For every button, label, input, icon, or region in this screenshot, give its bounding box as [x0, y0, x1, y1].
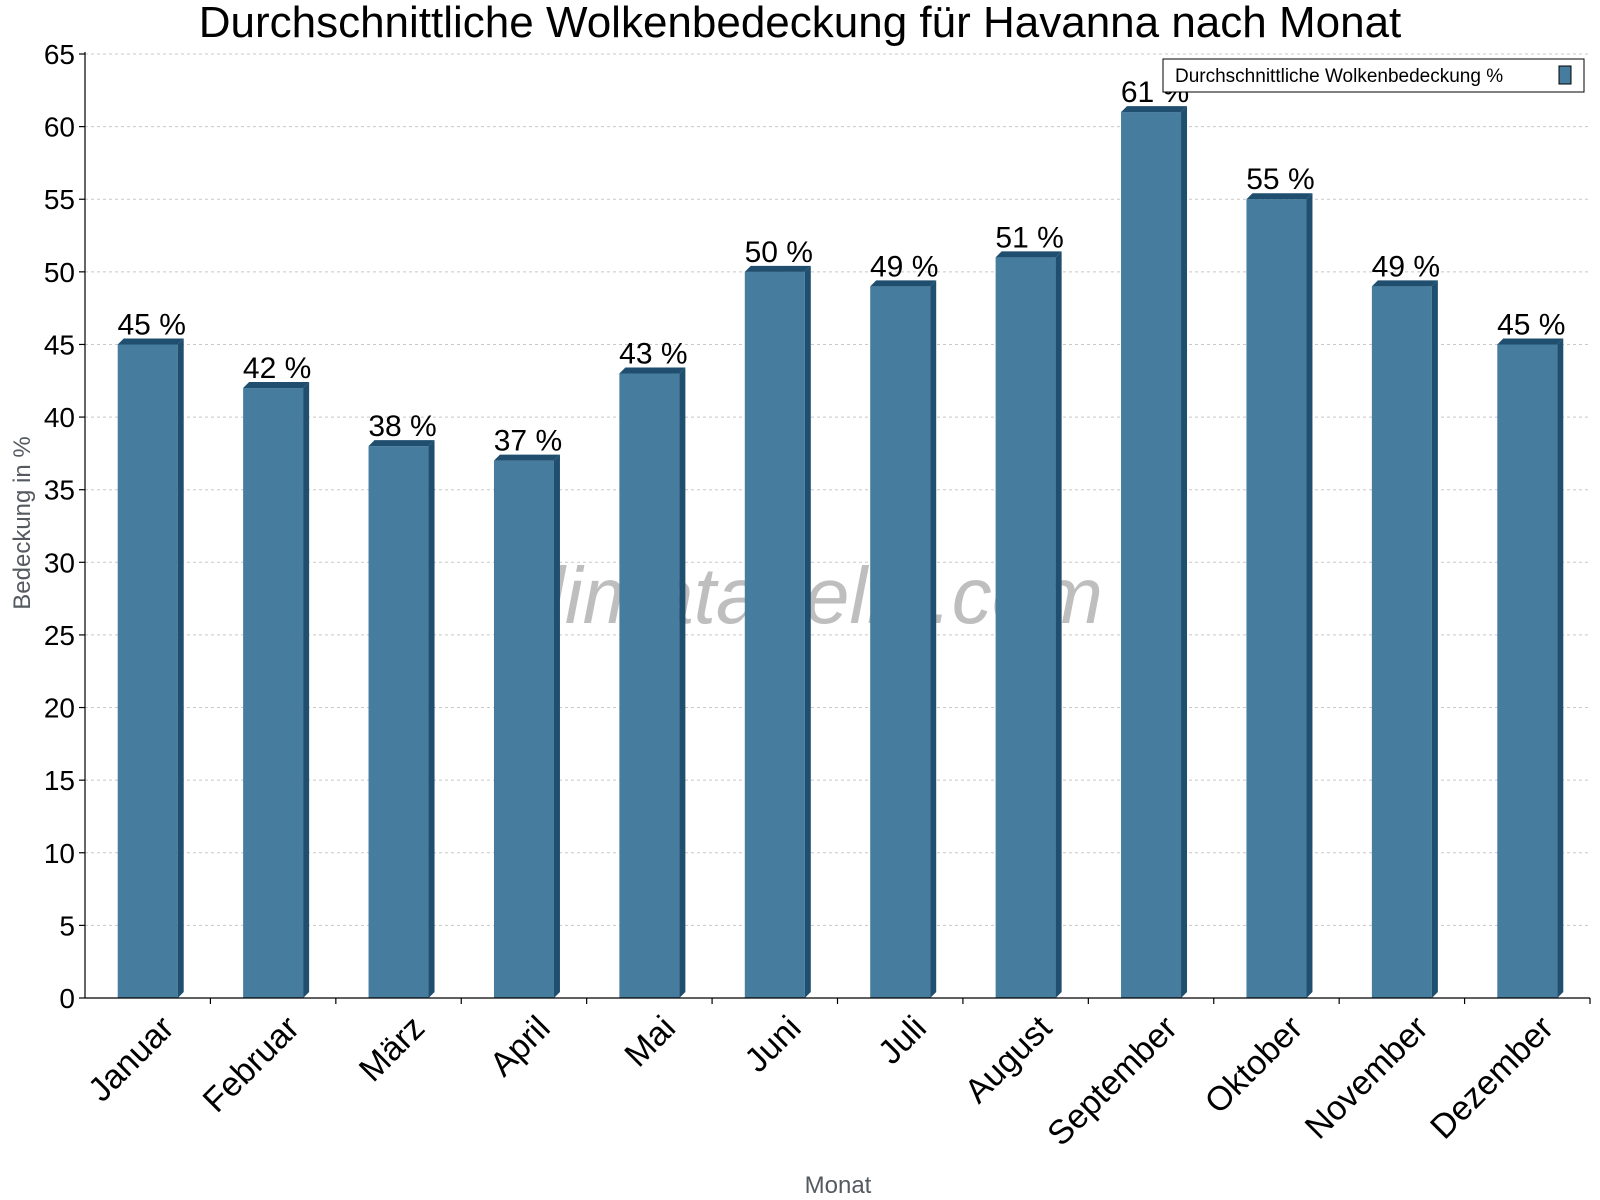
y-tick-labels: 0 5 10 15 20 25 30 35 40 45 50 55 60 65 [44, 39, 75, 1014]
y-tick-label: 45 [44, 329, 75, 360]
bar-side-november [1431, 280, 1438, 998]
data-label-februar: 42 % [243, 352, 311, 385]
bar-side-märz [428, 440, 435, 999]
y-tick-label: 20 [44, 693, 75, 724]
y-tick-label: 50 [44, 257, 75, 288]
data-label-mai: 43 % [619, 338, 687, 371]
bar-top-oktober [1246, 193, 1313, 200]
x-tick-label-januar: Januar [81, 1009, 181, 1109]
bar-september [1121, 112, 1182, 999]
bar-side-august [1055, 251, 1062, 999]
y-tick-label: 15 [44, 765, 75, 796]
x-tick-label-august: August [958, 1008, 1060, 1110]
y-tick-label: 65 [44, 39, 75, 70]
y-tick-label: 10 [44, 838, 75, 869]
data-labels: 45 %42 %38 % 37 %43 %50 % 49 %51 %61 %55 %… [118, 76, 1566, 458]
x-tick-label-september: September [1040, 1009, 1184, 1153]
y-axis-label: Bedeckung in % [9, 436, 36, 609]
x-tick-label-juni: Juni [737, 1009, 808, 1080]
data-label-märz: 38 % [368, 410, 436, 443]
bar-april [493, 460, 554, 999]
legend-entry-label: Durchschnittliche Wolkenbedeckung % [1175, 66, 1503, 87]
gridlines [85, 53, 1590, 926]
bar-dezember [1497, 344, 1558, 998]
y-tick-label: 40 [44, 402, 75, 433]
x-tick-label-oktober: Oktober [1198, 1009, 1310, 1121]
bar-märz [368, 446, 429, 999]
bar-juni [744, 271, 805, 998]
chart-title: Durchschnittliche Wolkenbedeckung für Ha… [199, 0, 1402, 47]
bar-side-juli [930, 280, 937, 998]
x-axis-label: Monat [805, 1172, 872, 1199]
bar-side-dezember [1557, 338, 1564, 998]
bar-top-januar [117, 338, 184, 345]
data-label-april: 37 % [494, 425, 562, 458]
x-tick-label-november: November [1298, 1009, 1436, 1147]
bar-side-september [1181, 106, 1188, 999]
bar-januar [117, 344, 178, 998]
bar-side-juni [804, 265, 811, 998]
data-label-november: 49 % [1372, 250, 1440, 283]
bar-top-juli [870, 280, 937, 287]
y-tick-label: 60 [44, 112, 75, 143]
bar-side-april [553, 454, 560, 999]
x-tick-label-februar: Februar [196, 1009, 307, 1120]
bar-top-juni [744, 265, 811, 272]
bar-top-märz [368, 440, 435, 447]
data-label-januar: 45 % [118, 308, 186, 341]
bar-top-april [493, 454, 560, 461]
x-tick-label-mai: Mai [617, 1009, 683, 1075]
x-tick-label-dezember: Dezember [1423, 1009, 1561, 1147]
bar-side-januar [177, 338, 184, 998]
y-tick-label: 30 [44, 547, 75, 578]
data-label-oktober: 55 % [1246, 163, 1314, 196]
bar-top-mai [619, 367, 686, 374]
data-label-juli: 49 % [870, 250, 938, 283]
bar-mai [619, 373, 680, 998]
y-tick-label: 35 [44, 475, 75, 506]
bar-oktober [1246, 199, 1307, 998]
data-label-august: 51 % [995, 221, 1063, 254]
x-tick-label-juli: Juli [871, 1009, 934, 1072]
data-label-juni: 50 % [745, 236, 813, 269]
bar-top-dezember [1497, 338, 1564, 345]
bar-november [1371, 286, 1432, 998]
bar-top-september [1121, 106, 1188, 113]
x-tick-label-märz: März [352, 1009, 432, 1089]
y-tick-label: 55 [44, 184, 75, 215]
bar-top-november [1371, 280, 1438, 287]
y-tick-label: 25 [44, 620, 75, 651]
y-tick-label: 0 [59, 983, 75, 1014]
legend: Durchschnittliche Wolkenbedeckung % [1162, 58, 1585, 93]
bar-august [995, 257, 1056, 998]
legend-swatch [1558, 65, 1572, 85]
bar-side-oktober [1306, 193, 1313, 998]
bar-juli [870, 286, 931, 998]
legend-box [1162, 58, 1585, 93]
bar-side-mai [679, 367, 686, 998]
bar-top-august [995, 251, 1062, 258]
x-tick-label-april: April [483, 1009, 558, 1084]
y-tick-label: 5 [59, 910, 75, 941]
bars-group [117, 106, 1564, 999]
bar-februar [243, 388, 304, 998]
bar-side-februar [303, 382, 310, 998]
data-label-dezember: 45 % [1497, 308, 1565, 341]
bar-top-februar [243, 382, 310, 389]
axes [79, 52, 1591, 1004]
x-tick-labels: Januar Februar März April Mai Juni Juli AugustS… [81, 1008, 1561, 1153]
